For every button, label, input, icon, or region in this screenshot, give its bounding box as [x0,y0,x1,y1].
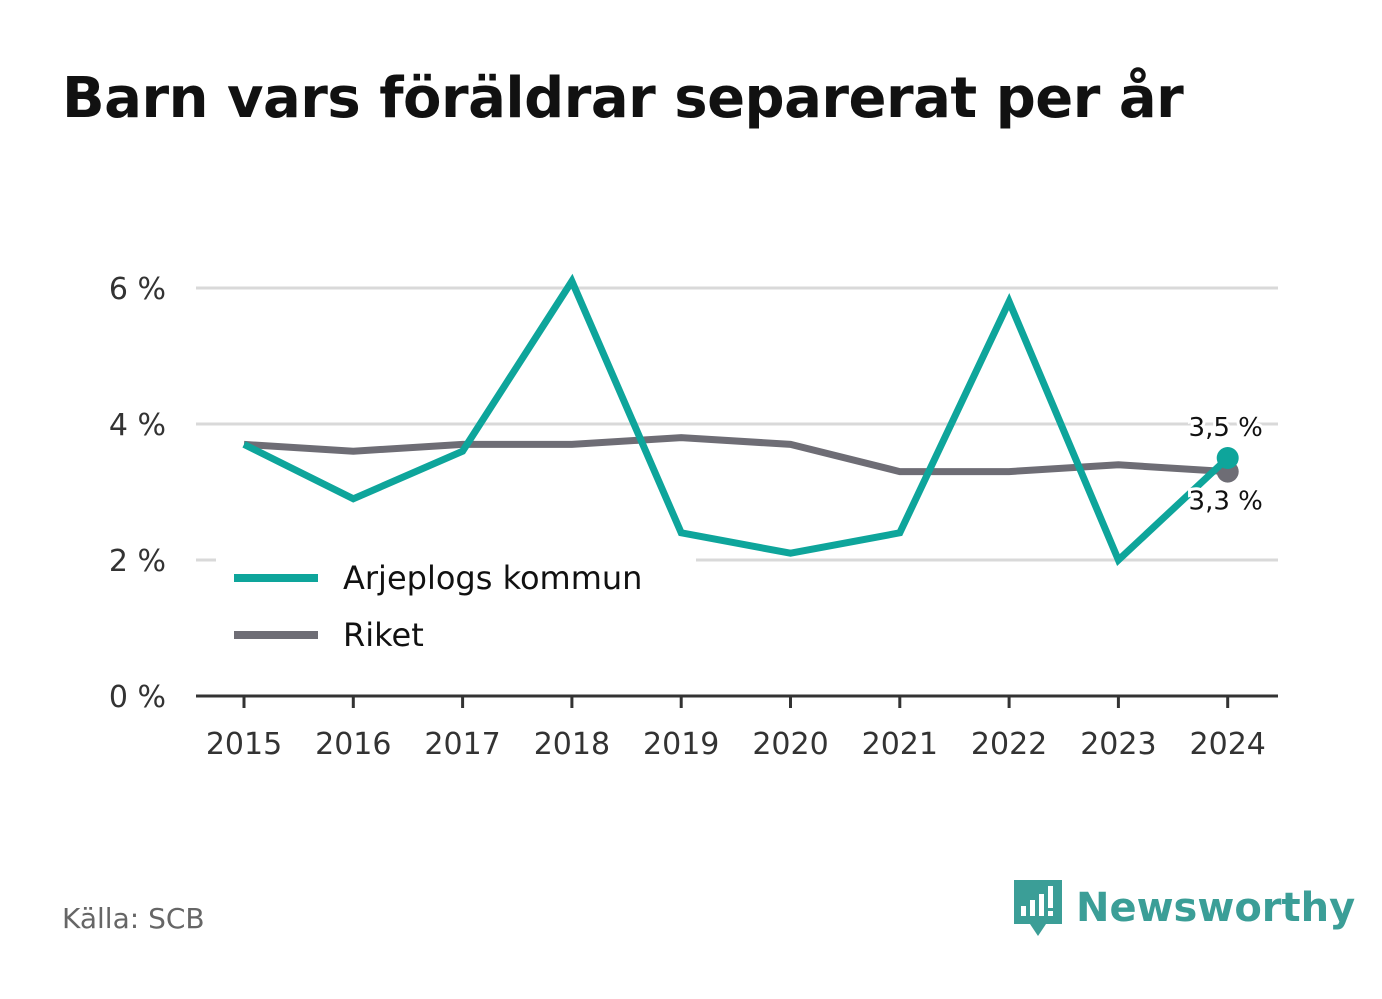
legend-background [216,546,696,666]
x-tick-label: 2023 [1080,727,1156,762]
series-end-point [1216,447,1239,469]
x-tick-label: 2020 [752,727,828,762]
x-tick-label: 2022 [971,727,1047,762]
series-line-riket [243,434,1228,476]
y-tick-label: 0 % [109,680,166,715]
x-tick-label: 2017 [424,727,500,762]
brand-name: Newsworthy [1076,885,1356,931]
x-tick-label: 2018 [534,727,610,762]
legend-entry: Arjeplogs kommun [343,559,642,597]
x-tick-label: 2024 [1190,727,1266,762]
x-tick-label: 2016 [315,727,391,762]
series-line-arjeplog [242,273,1231,566]
end-label-riket: 3,3 % [1189,487,1263,517]
x-tick-label: 2019 [643,727,719,762]
chart-title: Barn vars föräldrar separerat per år [62,66,1184,131]
x-tick-label: 2021 [862,727,938,762]
series-lines [242,273,1239,566]
source-note: Källa: SCB [62,902,205,935]
newsworthy-logo-icon [1014,880,1062,936]
brand-logo: Newsworthy [1012,878,1355,938]
x-tick-label: 2015 [206,727,282,762]
end-label-arjeplog: 3,5 % [1189,413,1263,443]
legend-entry: Riket [343,616,424,654]
y-tick-label: 2 % [109,544,166,579]
grid-lines [196,286,1278,562]
data-labels: 3,5 % 3,3 % [1186,410,1266,520]
y-tick-label: 4 % [109,408,166,443]
y-axis: 0 % 2 % 4 % 6 % [109,272,166,715]
x-axis: 2015 2016 2017 2018 2019 2020 2021 2022 2023 2024 [196,694,1278,762]
y-tick-label: 6 % [109,272,166,307]
legend: Arjeplogs kommun Riket [216,546,696,666]
